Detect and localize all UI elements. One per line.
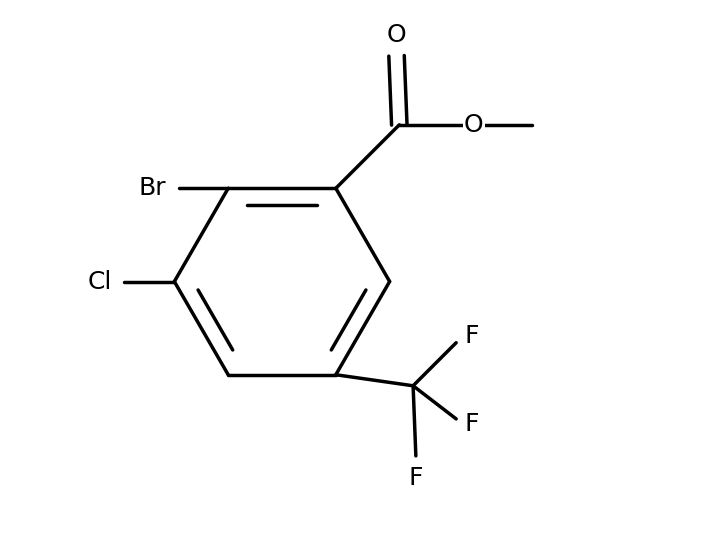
Text: O: O	[387, 23, 406, 47]
Text: F: F	[465, 324, 479, 348]
Text: O: O	[464, 113, 484, 137]
Text: F: F	[465, 412, 479, 437]
Text: Br: Br	[138, 176, 166, 200]
Text: Cl: Cl	[88, 269, 112, 294]
Text: F: F	[409, 466, 423, 490]
